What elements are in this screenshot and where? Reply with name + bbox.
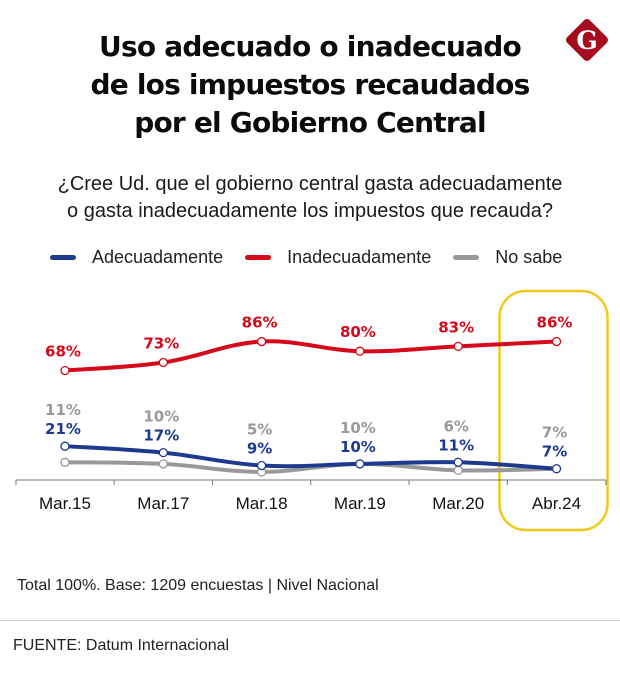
series-line-no-sabe xyxy=(63,460,559,474)
legend: Adecuadamente Inadecuadamente No sabe xyxy=(50,247,584,268)
legend-swatch-red xyxy=(245,255,272,260)
g-diamond-logo-icon: G xyxy=(566,19,608,61)
data-label-inadecuadamente: 68% xyxy=(45,343,81,361)
data-label-inadecuadamente: 80% xyxy=(340,323,376,341)
data-point xyxy=(551,336,562,347)
x-tick-label: Mar.18 xyxy=(236,494,288,513)
data-label-adecuadamente: 11% xyxy=(438,436,474,454)
footer-divider xyxy=(0,620,620,621)
data-point xyxy=(355,459,365,469)
data-label-no-sabe: 11% xyxy=(45,401,81,419)
subtitle-line-2: o gasta inadecuadamente los impuestos qu… xyxy=(67,200,553,222)
data-label-adecuadamente: 17% xyxy=(143,427,179,445)
legend-item-adecuadamente: Adecuadamente xyxy=(50,247,223,268)
chart-title: Uso adecuado o inadecuado de los impuest… xyxy=(0,28,620,142)
data-label-no-sabe: 6% xyxy=(443,417,468,435)
series-line-adecuadamente xyxy=(63,444,559,471)
subtitle-line-1: ¿Cree Ud. que el gobierno central gasta … xyxy=(57,173,563,195)
x-tick-label: Mar.20 xyxy=(432,494,484,513)
data-label-inadecuadamente: 83% xyxy=(438,318,474,336)
title-line-3: por el Gobierno Central xyxy=(134,106,486,139)
legend-label: Adecuadamente xyxy=(92,247,224,267)
legend-swatch-gray xyxy=(453,255,480,260)
data-label-no-sabe: 5% xyxy=(247,421,272,439)
data-point xyxy=(60,457,70,467)
x-tick-label: Abr.24 xyxy=(532,494,581,513)
data-point xyxy=(158,447,168,458)
chart-subtitle: ¿Cree Ud. que el gobierno central gasta … xyxy=(0,171,620,225)
legend-item-no-sabe: No sabe xyxy=(453,247,562,268)
x-tick-label: Mar.17 xyxy=(137,494,189,513)
legend-item-inadecuadamente: Inadecuadamente xyxy=(245,247,431,268)
legend-label: No sabe xyxy=(495,247,563,267)
data-point xyxy=(453,465,463,475)
data-label-adecuadamente: 10% xyxy=(340,438,376,456)
source-text: FUENTE: Datum Internacional xyxy=(13,637,230,654)
data-point xyxy=(551,464,562,474)
data-label-adecuadamente: 21% xyxy=(45,420,81,438)
data-label-adecuadamente: 9% xyxy=(247,440,272,458)
legend-label: Inadecuadamente xyxy=(287,247,432,267)
data-point xyxy=(158,459,168,469)
logo-letter: G xyxy=(576,26,597,55)
data-label-inadecuadamente: 86% xyxy=(242,314,278,332)
data-point xyxy=(453,341,463,352)
data-point xyxy=(158,357,168,368)
data-label-inadecuadamente: 86% xyxy=(537,314,573,332)
highlight-box xyxy=(498,289,609,532)
data-label-inadecuadamente: 73% xyxy=(143,334,179,352)
data-point xyxy=(355,346,365,356)
x-tick-label: Mar.19 xyxy=(334,494,386,513)
data-label-no-sabe: 10% xyxy=(143,408,179,426)
data-label-adecuadamente: 7% xyxy=(542,443,567,461)
data-point xyxy=(60,365,70,376)
data-point xyxy=(256,336,267,347)
data-label-no-sabe: 7% xyxy=(542,424,567,442)
data-point xyxy=(60,441,70,451)
line-chart: Mar.15 Mar.17 Mar.18 Mar.19 Mar.20 Abr.24 68% 7… xyxy=(15,289,609,532)
title-line-1: Uso adecuado o inadecuado xyxy=(99,30,522,63)
data-point xyxy=(453,457,463,467)
base-note: Total 100%. Base: 1209 encuestas | Nivel… xyxy=(17,577,379,594)
data-point xyxy=(256,460,267,471)
series-line-inadecuadamente xyxy=(63,339,559,373)
title-line-2: de los impuestos recaudados xyxy=(90,68,531,101)
data-label-no-sabe: 10% xyxy=(340,419,376,437)
x-tick-label: Mar.15 xyxy=(39,494,91,513)
legend-swatch-blue xyxy=(50,255,76,260)
